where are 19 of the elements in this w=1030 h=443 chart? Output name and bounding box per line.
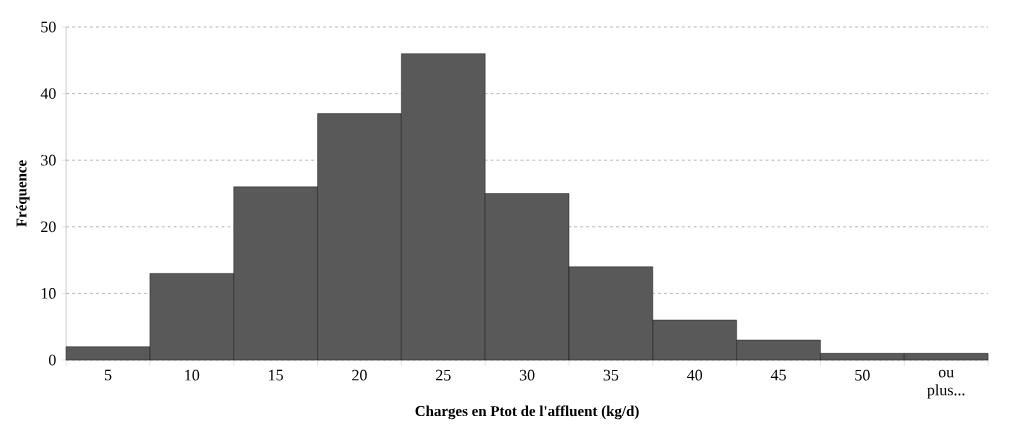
x-tick-label: 5: [104, 369, 112, 381]
y-tick-label: 40: [40, 88, 56, 99]
x-tick-label: 40: [687, 369, 703, 381]
x-axis-title: Charges en Ptot de l'affluent (kg/d): [415, 405, 639, 420]
x-tick-label: ou plus...: [927, 369, 965, 399]
x-tick-label: 25: [436, 369, 451, 381]
y-tick-label: 30: [41, 154, 56, 166]
y-tick-label: 10: [41, 288, 56, 299]
y-axis-title: Fréquence: [16, 160, 30, 227]
x-tick-label: 20: [352, 369, 367, 381]
x-tick-label: 50: [855, 369, 870, 381]
x-tick-label: 10: [185, 369, 200, 381]
y-tick-label: 20: [41, 221, 56, 233]
y-tick-label: 0: [48, 354, 56, 366]
y-tick-label: 50: [41, 21, 56, 33]
x-tick-label: 35: [603, 369, 619, 381]
x-tick-label: 15: [269, 369, 283, 381]
x-tick-label: 45: [770, 369, 786, 381]
x-tick-label: 30: [519, 369, 535, 381]
